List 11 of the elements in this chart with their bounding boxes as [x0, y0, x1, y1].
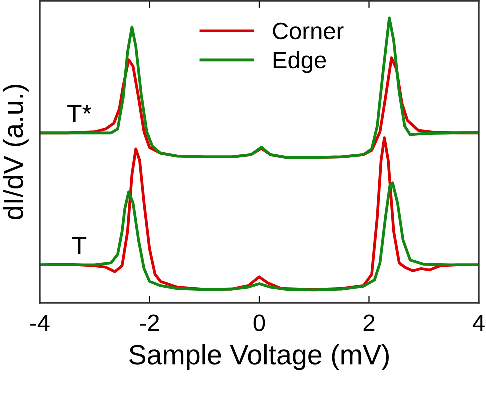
x-tick-label: 0: [254, 314, 266, 332]
x-tick-label: 4: [472, 314, 485, 332]
x-tick-label: 2: [364, 314, 375, 332]
y-axis-title: dI/dV (a.u.): [2, 85, 29, 220]
legend-label: Edge: [274, 51, 326, 74]
x-tick-label: -2: [140, 314, 160, 332]
annotation: T*: [68, 105, 92, 122]
x-axis-title: Sample Voltage (mV): [130, 344, 390, 370]
x-tick-label: -4: [30, 314, 50, 332]
legend-label: Corner: [273, 22, 344, 40]
annotation: T: [72, 237, 87, 254]
